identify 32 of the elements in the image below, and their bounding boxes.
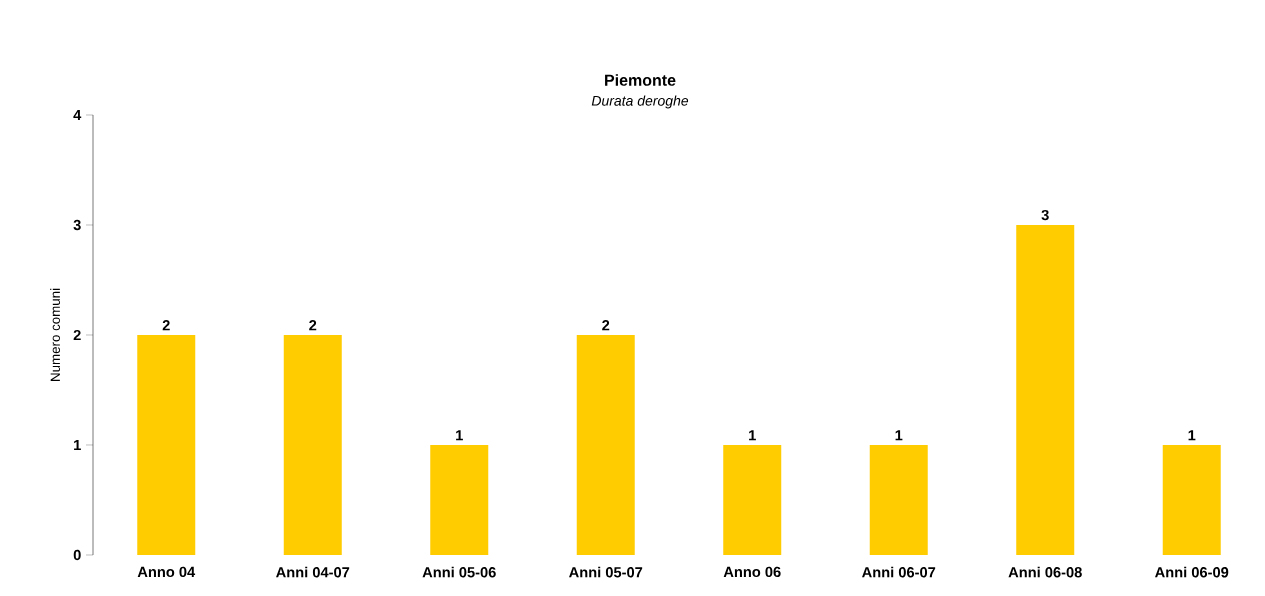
bar: [430, 444, 489, 555]
data-label: 2: [309, 320, 317, 331]
x-tick-label: Anni 05-06: [422, 566, 496, 578]
y-tick-label: 0: [73, 549, 81, 561]
data-label: 1: [456, 430, 463, 441]
data-label: 2: [162, 320, 170, 331]
y-tick-label: 1: [74, 439, 81, 451]
data-label: 1: [1188, 430, 1196, 441]
y-axis-title: Numero comuni: [50, 288, 60, 381]
bar: [723, 444, 782, 555]
chart-subtitle: Durata deroghe: [591, 95, 689, 109]
x-tick-label: Anno 06: [723, 566, 781, 578]
data-label: 3: [1041, 209, 1049, 221]
x-tick-label: Anno 04: [137, 566, 196, 578]
data-label: 1: [895, 430, 903, 441]
bar: [869, 444, 928, 555]
data-label: 2: [602, 320, 610, 331]
x-tick-label: Anni 06-07: [862, 566, 936, 578]
x-tick-label: Anni 05-07: [569, 566, 643, 578]
bar: [283, 334, 342, 555]
y-tick-label: 4: [73, 109, 82, 121]
x-tick-label: Anni 04-07: [276, 566, 350, 578]
data-label: 1: [749, 430, 756, 441]
x-tick-label: Anni 06-09: [1155, 566, 1229, 578]
chart-title: Piemonte: [605, 74, 676, 86]
y-tick-label: 3: [73, 219, 81, 231]
bar: [137, 334, 196, 555]
bar: [576, 334, 635, 555]
y-tick-label: 2: [73, 329, 81, 341]
bar: [1016, 224, 1075, 555]
x-tick-label: Anni 06-08: [1008, 566, 1082, 578]
bar: [1162, 444, 1221, 555]
